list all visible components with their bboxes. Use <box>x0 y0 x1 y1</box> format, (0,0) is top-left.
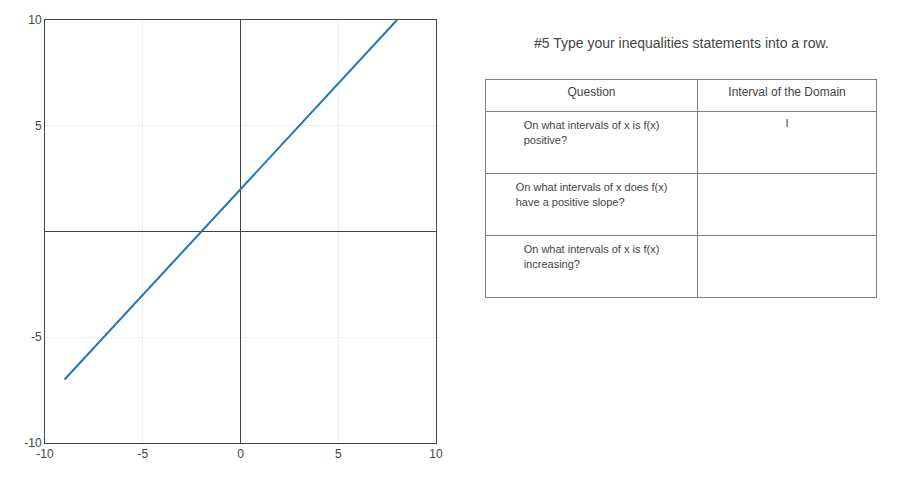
svg-text:-10: -10 <box>36 447 54 461</box>
svg-text:#5 Type your inequalities stat: #5 Type your inequalities statements int… <box>534 35 829 51</box>
svg-text:Interval of the Domain: Interval of the Domain <box>728 85 845 99</box>
svg-text:I: I <box>785 117 788 129</box>
svg-text:10: 10 <box>429 447 443 461</box>
svg-text:5: 5 <box>35 119 42 133</box>
svg-text:-5: -5 <box>137 447 148 461</box>
svg-text:On what intervals of x is f(x): On what intervals of x is f(x)increasing… <box>524 243 660 269</box>
svg-text:5: 5 <box>335 447 342 461</box>
svg-text:0: 0 <box>237 447 244 461</box>
svg-text:-5: -5 <box>31 330 42 344</box>
svg-text:Question: Question <box>568 85 616 99</box>
svg-text:10: 10 <box>28 13 42 27</box>
svg-text:-10: -10 <box>24 436 42 450</box>
svg-text:On what intervals of x is f(x): On what intervals of x is f(x)positive? <box>524 119 660 145</box>
svg-text:On what intervals of x does f(: On what intervals of x does f(x)have a p… <box>516 181 668 207</box>
